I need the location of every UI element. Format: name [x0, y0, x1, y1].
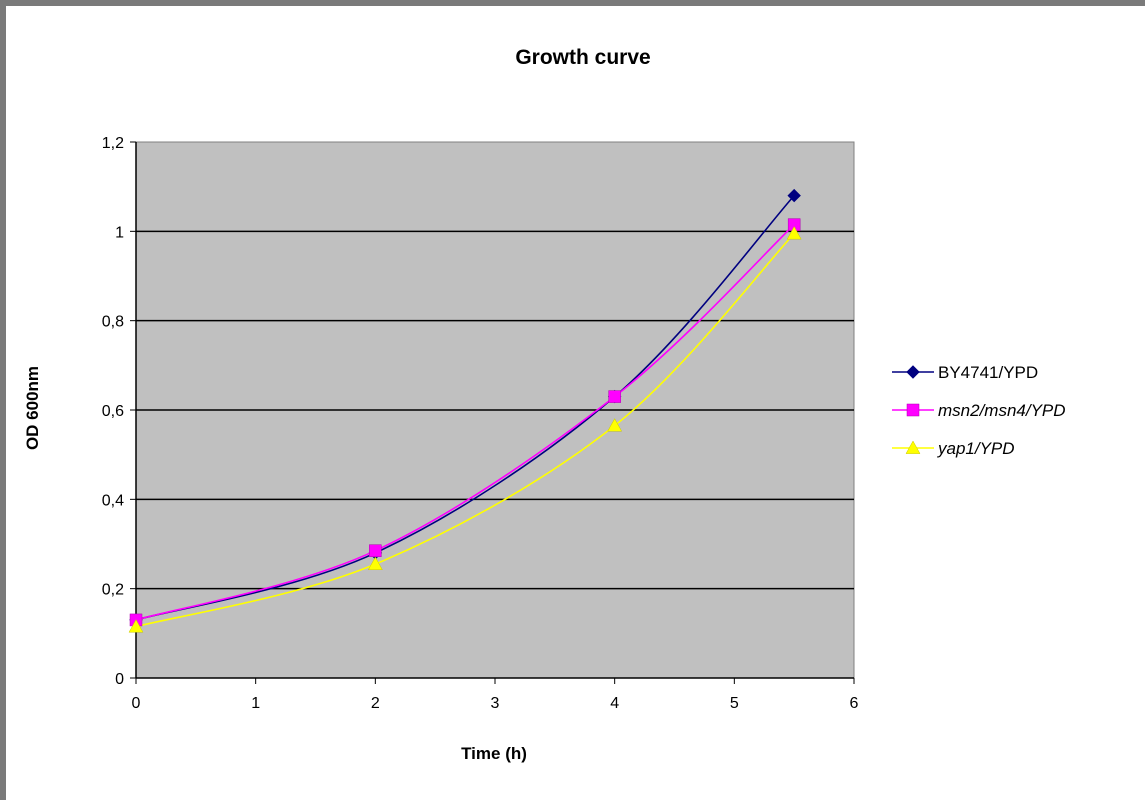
y-tick-label: 1	[115, 224, 124, 241]
x-tick-label: 2	[371, 695, 380, 712]
legend-label-3: yap1/YPD	[937, 439, 1015, 458]
legend-label-1: BY4741/YPD	[938, 363, 1038, 382]
axes: 0 0,2 0,4 0,6 0,8 1 1,2 0 1 2 3 4 5 6	[102, 135, 859, 712]
chart-title: Growth curve	[515, 46, 650, 69]
legend: BY4741/YPD msn2/msn4/YPD yap1/YPD	[892, 363, 1066, 458]
data-point-s2-2	[369, 544, 382, 557]
x-tick-label: 0	[132, 695, 141, 712]
data-point-s3-4	[786, 226, 802, 240]
x-tick-label: 3	[491, 695, 500, 712]
data-point-s1-4	[787, 188, 801, 203]
data-point-s3-1	[128, 619, 144, 633]
series-line-3	[135, 233, 795, 628]
x-tick-label: 1	[251, 695, 260, 712]
gridlines	[136, 230, 854, 590]
legend-marker-2	[906, 403, 920, 417]
y-tick-label: 0,8	[102, 314, 124, 331]
y-tick-label: 0	[115, 671, 124, 688]
y-tick-label: 0,4	[102, 492, 124, 509]
data-point-s3-3	[607, 418, 623, 432]
legend-marker-1	[906, 365, 920, 379]
y-tick-label: 1,2	[102, 135, 124, 152]
x-tick-label: 6	[850, 695, 859, 712]
y-tick-label: 0,2	[102, 582, 124, 599]
x-tick-label: 4	[610, 695, 619, 712]
series-line-2	[135, 224, 795, 621]
y-tick-label: 0,6	[102, 403, 124, 420]
x-tick-label: 5	[730, 695, 739, 712]
x-axis-title: Time (h)	[461, 744, 527, 763]
series-layer	[128, 188, 802, 633]
y-axis-title: OD 600nm	[23, 366, 42, 450]
legend-marker-3	[905, 440, 921, 454]
series-line-1	[135, 195, 795, 621]
data-point-s2-3	[608, 390, 621, 403]
data-point-s3-2	[367, 556, 383, 570]
legend-label-2: msn2/msn4/YPD	[938, 401, 1066, 420]
